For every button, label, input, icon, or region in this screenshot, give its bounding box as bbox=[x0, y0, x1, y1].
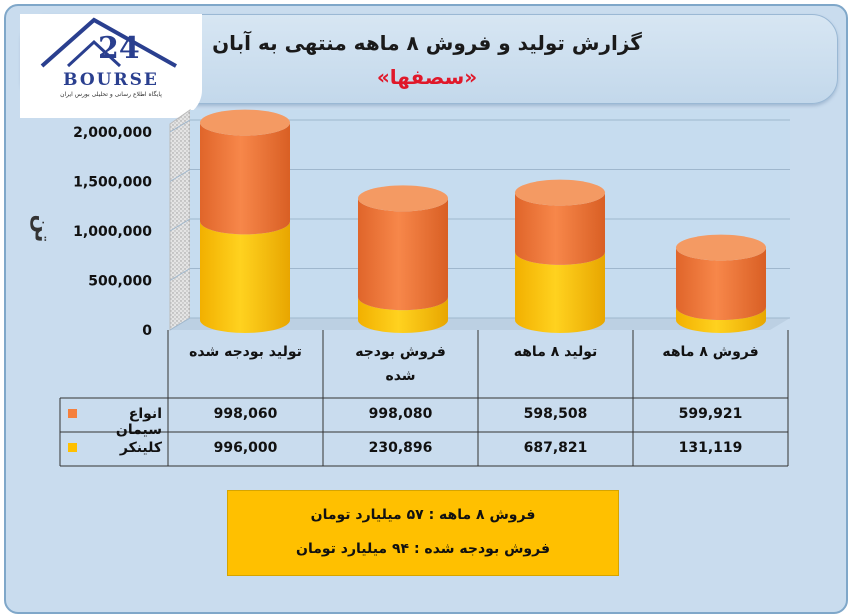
y-tick-label: 1,500,000 bbox=[73, 175, 152, 191]
report-title: گزارش تولید و فروش ۸ ماهه منتهی به آبان bbox=[212, 31, 642, 55]
chart-bars bbox=[200, 109, 766, 333]
logo-number: 24 bbox=[98, 31, 140, 66]
y-tick-label: 0 bbox=[142, 323, 152, 339]
table-cell: 599,921 bbox=[678, 406, 743, 422]
y-tick-label: 1,000,000 bbox=[73, 224, 152, 240]
table-cell: 998,080 bbox=[368, 406, 433, 422]
bar-group bbox=[358, 185, 448, 333]
y-tick-label: 2,000,000 bbox=[73, 125, 152, 141]
summary-budget-sales: فروش بودجه شده : ۹۴ میلیارد تومان bbox=[296, 541, 550, 557]
legend-swatch bbox=[68, 409, 77, 418]
bar-group bbox=[676, 234, 766, 333]
logo-mark-icon: 24 bbox=[40, 17, 177, 68]
gridline-side bbox=[169, 268, 191, 281]
summary-box: فروش ۸ ماهه : ۵۷ میلیارد تومان فروش بودج… bbox=[227, 490, 619, 576]
logo-wordmark: BOURSE bbox=[63, 70, 159, 90]
category-label: فروش بودجه شده bbox=[355, 344, 446, 384]
bar-cement bbox=[676, 247, 766, 321]
legend-label: انواع سیمان bbox=[115, 406, 162, 438]
y-axis-ticks: 0 500,000 1,000,000 1,500,000 2,000,000 bbox=[73, 125, 152, 339]
bar-clinker bbox=[676, 307, 766, 333]
bar-cement bbox=[358, 198, 448, 311]
table-cell: 998,060 bbox=[213, 406, 278, 422]
bar-cement bbox=[200, 122, 290, 235]
table-cell: 131,119 bbox=[678, 440, 743, 456]
gridline-side bbox=[169, 317, 191, 331]
table-grid bbox=[59, 330, 789, 467]
table-cell: 230,896 bbox=[368, 440, 433, 456]
legend-swatch bbox=[68, 443, 77, 452]
summary-sales: فروش ۸ ماهه : ۵۷ میلیارد تومان bbox=[310, 507, 536, 523]
legend-label: کلینکر bbox=[119, 440, 162, 456]
category-label: فروش ۸ ماهه bbox=[662, 344, 759, 360]
bar-clinker bbox=[358, 297, 448, 333]
bar-top bbox=[358, 185, 448, 212]
gridline-side bbox=[169, 218, 191, 232]
table-cell: 687,821 bbox=[523, 440, 588, 456]
logo-tagline: پایگاه اطلاع رسانی و تحلیلی بورس ایران bbox=[60, 91, 162, 98]
logo: 24 BOURSE پایگاه اطلاع رسانی و تحلیلی بو… bbox=[20, 14, 202, 118]
bar-top bbox=[515, 179, 605, 206]
table-cell: 598,508 bbox=[523, 406, 588, 422]
gridline-side bbox=[169, 119, 191, 133]
company-name: «سصفها» bbox=[376, 65, 478, 89]
floor bbox=[170, 318, 790, 330]
bar-clinker bbox=[515, 251, 605, 333]
bar-cement bbox=[515, 192, 605, 265]
category-label: تولید بودجه شده bbox=[189, 344, 302, 360]
table-cell: 996,000 bbox=[213, 440, 278, 456]
y-tick-label: 500,000 bbox=[88, 274, 152, 290]
bar-top bbox=[676, 234, 766, 261]
bar-group bbox=[200, 109, 290, 333]
bar-group bbox=[515, 179, 605, 333]
gridline-side bbox=[169, 169, 191, 182]
category-label: تولید ۸ ماهه bbox=[513, 344, 598, 360]
bar-top bbox=[200, 109, 290, 136]
bar-clinker bbox=[200, 221, 290, 333]
